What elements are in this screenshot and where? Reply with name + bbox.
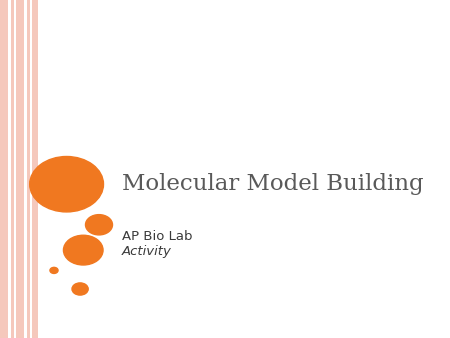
Text: Activity: Activity bbox=[122, 245, 171, 258]
Bar bbox=[0, 0, 8, 338]
Circle shape bbox=[30, 156, 104, 212]
Bar bbox=[27, 0, 30, 338]
Text: AP Bio Lab: AP Bio Lab bbox=[122, 230, 192, 243]
Circle shape bbox=[63, 235, 103, 265]
Bar bbox=[11, 0, 14, 338]
Bar bbox=[32, 0, 38, 338]
Circle shape bbox=[50, 267, 58, 273]
Circle shape bbox=[86, 215, 112, 235]
Bar bbox=[16, 0, 24, 338]
Circle shape bbox=[72, 283, 88, 295]
Text: Molecular Model Building: Molecular Model Building bbox=[122, 173, 423, 195]
